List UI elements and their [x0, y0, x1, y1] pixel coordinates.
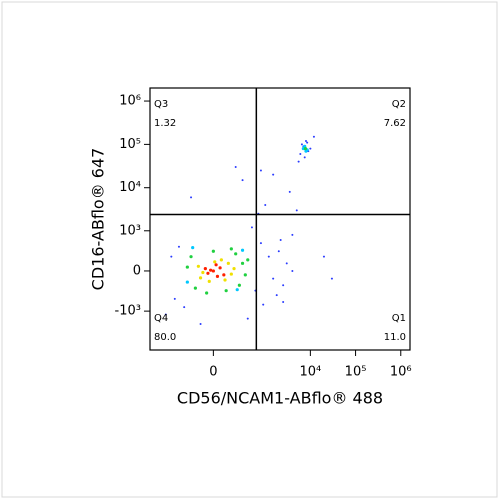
event-dot — [170, 255, 173, 258]
quadrant-name: Q1 — [392, 313, 406, 324]
event-dot — [224, 289, 228, 293]
event-dot — [262, 303, 265, 306]
y-tick-label: 10⁶ — [119, 94, 141, 109]
event-dot — [211, 249, 215, 253]
y-tick-label: 10³ — [119, 223, 141, 238]
x-axis-title: CD56/NCAM1-ABflo® 488 — [177, 389, 383, 408]
event-dot — [164, 313, 167, 316]
event-dot — [297, 160, 300, 163]
event-dot — [185, 265, 189, 269]
event-dot — [191, 246, 195, 250]
event-dot — [322, 255, 325, 258]
x-tick-label: 10⁴ — [299, 365, 321, 380]
event-dot — [240, 261, 245, 265]
event-dot — [196, 264, 200, 268]
event-dot — [203, 267, 207, 271]
quadrant-name: Q3 — [154, 99, 168, 110]
event-dot — [215, 274, 220, 278]
event-dot — [267, 255, 270, 258]
x-tick-label: 10⁵ — [345, 365, 367, 380]
event-dot — [279, 238, 282, 241]
event-dot — [291, 233, 294, 236]
x-tick-label: 10⁶ — [390, 365, 412, 380]
event-dot — [288, 190, 291, 193]
event-dot — [177, 245, 180, 248]
event-dot — [211, 269, 215, 273]
event-dot — [218, 266, 222, 270]
event-dot — [304, 139, 307, 142]
event-dot — [205, 291, 209, 295]
y-tick-label: 10⁵ — [119, 137, 141, 152]
quadrant-name: Q2 — [392, 99, 406, 110]
event-dot — [312, 135, 315, 138]
event-dot — [189, 255, 193, 259]
event-dot — [193, 286, 197, 290]
y-tick-label: -10³ — [115, 304, 141, 319]
event-dot — [226, 261, 230, 265]
quadrant-percent: 7.62 — [384, 118, 406, 129]
event-dot — [201, 270, 205, 275]
event-dot — [306, 141, 309, 144]
event-dot — [209, 268, 213, 272]
event-dot — [282, 284, 285, 287]
event-dot — [173, 297, 176, 300]
event-dot — [199, 322, 202, 325]
event-dot — [250, 226, 253, 229]
quadrant-name: Q4 — [154, 313, 168, 324]
event-dot — [237, 283, 241, 287]
event-dot — [222, 273, 226, 277]
quadrant-percent: 1.32 — [154, 118, 176, 129]
y-tick-label: 10⁴ — [119, 180, 141, 195]
event-dot — [234, 166, 237, 169]
event-dot — [309, 147, 312, 150]
event-dot — [272, 173, 275, 176]
quadrant-percent: 11.0 — [384, 332, 406, 343]
event-dot — [183, 306, 186, 309]
event-dot — [259, 169, 262, 172]
y-tick-label: 0 — [133, 263, 141, 278]
event-dot — [223, 278, 227, 282]
event-dot — [219, 258, 223, 262]
event-dot — [235, 288, 239, 292]
event-dot — [272, 277, 275, 280]
event-dot — [246, 317, 249, 320]
event-dot — [246, 258, 250, 262]
event-dot — [234, 252, 238, 256]
event-dot — [264, 203, 267, 206]
event-dot — [275, 294, 278, 297]
event-dot — [259, 242, 262, 245]
event-dot — [300, 143, 303, 146]
x-tick-label: 0 — [209, 365, 217, 380]
event-dot — [303, 156, 306, 159]
event-dot — [330, 277, 333, 280]
event-dot — [303, 146, 308, 151]
quadrant-percent: 80.0 — [154, 332, 176, 343]
event-dot — [207, 279, 211, 283]
event-dot — [229, 247, 233, 251]
y-axis-title: CD16-ABflo® 647 — [89, 148, 108, 291]
event-dot — [282, 300, 285, 303]
plot-frame — [149, 87, 411, 351]
event-dot — [198, 276, 203, 280]
event-dot — [243, 273, 247, 277]
event-dot — [277, 250, 280, 253]
event-dot — [295, 209, 298, 212]
event-dot — [240, 248, 245, 252]
event-dot — [241, 179, 244, 182]
event-dot — [285, 262, 288, 265]
event-dot — [190, 196, 193, 199]
event-dot — [291, 269, 294, 272]
event-dot — [206, 271, 210, 275]
event-dot — [232, 267, 236, 271]
event-dot — [213, 260, 217, 264]
event-dot — [214, 263, 218, 267]
event-dot — [185, 280, 189, 284]
event-dot — [299, 152, 302, 155]
event-dot — [229, 272, 233, 276]
